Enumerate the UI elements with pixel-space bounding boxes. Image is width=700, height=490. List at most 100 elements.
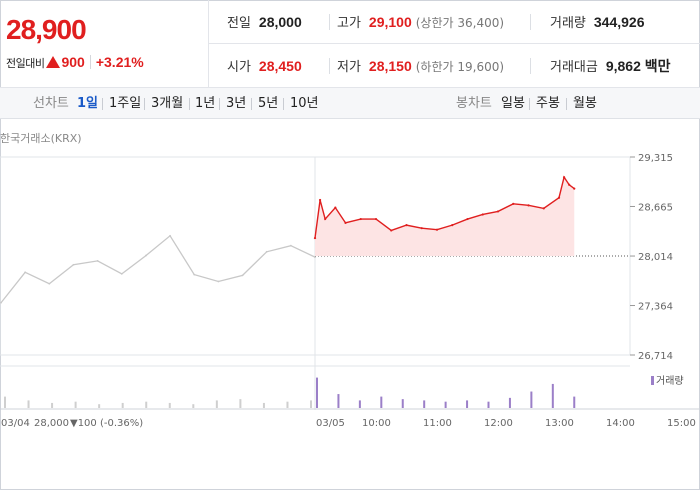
divider xyxy=(251,98,252,110)
prev-day-point xyxy=(120,272,123,275)
prev-day-line xyxy=(0,234,316,304)
today-point xyxy=(466,217,469,221)
today-point xyxy=(496,210,500,213)
volume-bar xyxy=(337,394,340,408)
today-point xyxy=(527,204,530,207)
high-cell: 고가 29,100 (상한가 36,400) xyxy=(337,0,504,44)
volume-bar xyxy=(551,383,554,408)
divider xyxy=(144,98,145,110)
volume-bar xyxy=(51,402,54,408)
volume-bar xyxy=(286,401,289,408)
high-label: 고가 xyxy=(337,16,361,31)
volume-bar xyxy=(239,399,242,408)
volume-bar xyxy=(192,404,195,408)
change-row: 전일대비 900 +3.21% xyxy=(6,54,144,71)
candle-weekly[interactable]: 주봉 xyxy=(536,96,560,111)
open-cell: 시가 28,450 xyxy=(227,44,302,88)
period-1d[interactable]: 1일 xyxy=(77,96,99,111)
prev-close-value: 28,000 xyxy=(258,14,302,30)
today-point xyxy=(573,187,576,190)
volume-bar xyxy=(215,400,218,408)
prev-day-point xyxy=(48,282,51,285)
y-tick-label: 28,665 xyxy=(638,202,673,213)
candle-daily[interactable]: 일봉 xyxy=(501,96,525,111)
volume-bar xyxy=(168,402,171,408)
prev-day-point xyxy=(96,260,99,262)
volume-bar xyxy=(145,401,148,408)
divider xyxy=(329,58,330,74)
volume-bar xyxy=(316,377,318,408)
open-label: 시가 xyxy=(227,60,251,75)
low-cell: 저가 28,150 (하한가 19,600) xyxy=(337,44,504,88)
today-point xyxy=(435,228,439,231)
open-value: 28,450 xyxy=(258,58,302,74)
volume-bar xyxy=(310,400,312,408)
today-point xyxy=(374,217,378,221)
high-value: 29,100 xyxy=(368,14,412,30)
upper-limit: (상한가 36,400) xyxy=(415,16,505,30)
today-point xyxy=(390,229,393,232)
volume-swatch xyxy=(651,376,654,385)
low-label: 저가 xyxy=(337,60,361,75)
today-point xyxy=(318,198,322,202)
today-point xyxy=(512,202,515,205)
divider xyxy=(102,98,103,110)
prev-day-point xyxy=(169,234,171,237)
today-point xyxy=(420,227,423,230)
period-1y[interactable]: 1년 xyxy=(195,96,216,111)
prev-day-point xyxy=(265,250,268,253)
today-point xyxy=(324,217,327,221)
volume-label: 거래량 xyxy=(550,16,586,31)
x-tick-label: 03/04 xyxy=(1,418,30,429)
volume-value: 344,926 xyxy=(593,14,645,30)
candle-chart-label: 봉차트 xyxy=(456,96,492,111)
period-1w[interactable]: 1주일 xyxy=(109,96,142,111)
data-source: 한국거래소(KRX) xyxy=(0,132,82,145)
volume-bar xyxy=(487,401,490,408)
volume-bar xyxy=(74,401,77,408)
prev-day-point xyxy=(241,274,244,277)
volume-bar xyxy=(444,401,447,408)
prev-day-change: ▼100 (-0.36%) xyxy=(70,418,143,429)
current-price-box: 28,900 전일대비 900 +3.21% xyxy=(0,0,209,88)
period-3m[interactable]: 3개월 xyxy=(151,96,184,111)
today-point xyxy=(405,224,408,227)
volume-legend: 거래량 xyxy=(651,372,684,387)
x-tick-label: 11:00 xyxy=(423,418,452,429)
divider xyxy=(529,98,530,110)
prev-day-point xyxy=(72,263,75,266)
y-tick-label: 28,014 xyxy=(638,252,673,263)
volume-bar xyxy=(121,402,124,408)
volume-bar xyxy=(358,400,361,408)
y-tick-label: 27,364 xyxy=(638,302,673,313)
volume-bar xyxy=(4,396,6,408)
prev-day-point xyxy=(24,271,27,274)
today-point xyxy=(557,196,561,199)
period-10y[interactable]: 10년 xyxy=(290,96,319,111)
divider xyxy=(566,98,567,110)
volume-bar xyxy=(530,391,533,408)
line-chart-label: 선차트 xyxy=(33,96,69,111)
amount-value: 9,862 백만 xyxy=(605,58,671,74)
period-3y[interactable]: 3년 xyxy=(226,96,247,111)
current-price: 28,900 xyxy=(6,14,87,45)
x-tick-label: 12:00 xyxy=(484,418,513,429)
volume-bar xyxy=(262,402,265,408)
today-point xyxy=(451,224,454,227)
change-divider xyxy=(89,55,91,69)
volume-bar xyxy=(573,396,576,408)
period-bar: 선차트 1일 1주일 3개월 1년 3년 5년 10년 봉차트 일봉 주봉 월봉 xyxy=(0,88,700,119)
info-row-2: 시가 28,450 저가 28,150 (하한가 19,600) 거래대금 9,862 … xyxy=(209,44,700,88)
divider xyxy=(189,98,190,110)
divider xyxy=(329,14,330,30)
candle-monthly[interactable]: 월봉 xyxy=(573,96,597,111)
volume-bar xyxy=(380,396,383,408)
today-point xyxy=(334,206,337,209)
volume-bar xyxy=(98,404,101,408)
change-percent: +3.21% xyxy=(95,54,144,70)
volume-bar xyxy=(401,399,404,408)
info-row-1: 전일 28,000 고가 29,100 (상한가 36,400) 거래량 344,926 xyxy=(209,0,700,44)
period-5y[interactable]: 5년 xyxy=(258,96,279,111)
change-amount: 900 xyxy=(61,54,85,70)
